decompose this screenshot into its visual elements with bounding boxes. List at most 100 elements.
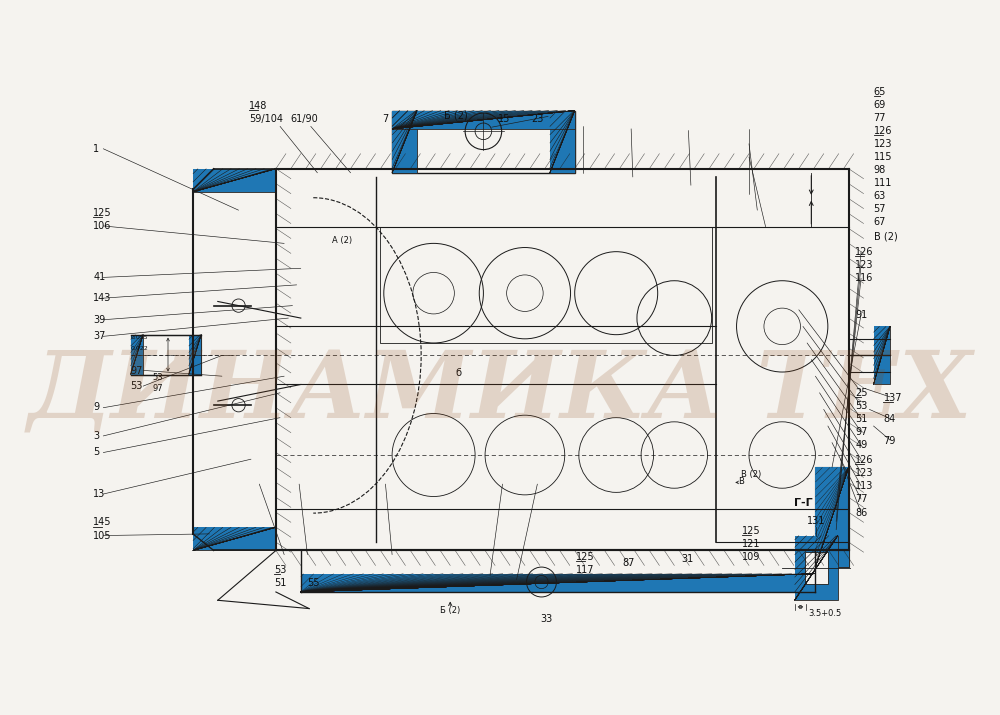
- Text: 41: 41: [93, 272, 106, 282]
- Text: 126: 126: [855, 455, 874, 465]
- Text: 77: 77: [874, 113, 886, 123]
- Bar: [131, 335, 143, 375]
- Text: 126: 126: [874, 126, 892, 136]
- Text: 7: 7: [382, 114, 388, 124]
- Text: 1: 1: [93, 144, 99, 154]
- Bar: [392, 111, 575, 173]
- Bar: [874, 326, 890, 385]
- Text: 65: 65: [874, 87, 886, 97]
- Text: 106: 106: [93, 221, 112, 231]
- Text: 131: 131: [807, 516, 825, 526]
- Text: 61/90: 61/90: [291, 114, 319, 124]
- Text: Г-Г: Г-Г: [794, 498, 813, 508]
- Bar: [131, 335, 143, 375]
- Text: 109: 109: [742, 552, 761, 562]
- Bar: [874, 326, 890, 385]
- Text: 51: 51: [855, 414, 868, 424]
- Text: Б (2): Б (2): [440, 606, 460, 615]
- Bar: [815, 468, 849, 567]
- Text: 145: 145: [93, 518, 112, 528]
- Text: 84: 84: [883, 414, 896, 424]
- Text: 125: 125: [93, 207, 112, 217]
- Text: 137: 137: [883, 393, 902, 403]
- Text: 63: 63: [874, 191, 886, 201]
- Text: 13: 13: [93, 489, 106, 499]
- Text: 3: 3: [93, 431, 99, 441]
- Text: 97: 97: [153, 384, 163, 393]
- Text: 117: 117: [576, 565, 595, 575]
- Text: 98: 98: [874, 165, 886, 175]
- Bar: [189, 335, 201, 375]
- Bar: [815, 468, 849, 567]
- Text: 91: 91: [855, 310, 867, 320]
- Text: 143: 143: [93, 293, 112, 303]
- Text: 33: 33: [540, 613, 552, 623]
- Text: 49: 49: [855, 440, 867, 450]
- Bar: [392, 111, 417, 173]
- Text: 115: 115: [874, 152, 892, 162]
- Text: 15: 15: [498, 114, 511, 124]
- Bar: [193, 169, 276, 192]
- Bar: [193, 527, 276, 551]
- Text: 148: 148: [249, 101, 268, 111]
- Text: 87: 87: [623, 558, 635, 568]
- Text: 9: 9: [93, 402, 99, 412]
- Text: б: б: [455, 368, 462, 378]
- Text: В (2): В (2): [741, 470, 761, 480]
- Text: 113: 113: [855, 480, 874, 490]
- Text: В (2): В (2): [874, 232, 897, 242]
- Text: 5: 5: [93, 448, 100, 458]
- Text: В: В: [738, 477, 744, 486]
- Text: 0,022: 0,022: [131, 345, 148, 350]
- Text: 37: 37: [93, 331, 106, 341]
- Bar: [301, 573, 815, 592]
- Text: 0,055: 0,055: [131, 335, 148, 340]
- Text: 55: 55: [307, 578, 320, 588]
- Bar: [193, 527, 276, 551]
- Text: 125: 125: [742, 526, 761, 536]
- Text: 105: 105: [93, 531, 112, 541]
- Bar: [392, 111, 575, 129]
- Text: 123: 123: [855, 468, 874, 478]
- Text: Б (2): Б (2): [444, 110, 467, 120]
- Text: 31: 31: [681, 554, 693, 564]
- Text: 125: 125: [576, 552, 595, 562]
- Bar: [392, 111, 575, 129]
- Text: 86: 86: [855, 508, 867, 518]
- Text: 59/104: 59/104: [249, 114, 283, 124]
- Bar: [380, 227, 712, 343]
- Text: 126: 126: [855, 247, 874, 257]
- Text: 123: 123: [855, 260, 874, 270]
- Text: 53: 53: [131, 381, 143, 391]
- Text: ДИНАМИКА ТЕХ: ДИНАМИКА ТЕХ: [28, 347, 972, 438]
- Text: 111: 111: [874, 178, 892, 188]
- Text: 97: 97: [131, 365, 143, 375]
- Text: 39: 39: [93, 315, 106, 325]
- Bar: [301, 573, 815, 592]
- Bar: [550, 111, 575, 173]
- Text: 116: 116: [855, 273, 874, 283]
- Bar: [131, 335, 201, 375]
- Text: 67: 67: [874, 217, 886, 227]
- Bar: [795, 536, 838, 601]
- Text: 57: 57: [874, 204, 886, 214]
- Text: А (2): А (2): [332, 237, 352, 245]
- Text: 79: 79: [883, 435, 896, 445]
- Text: 121: 121: [742, 539, 761, 549]
- Text: 69: 69: [874, 99, 886, 109]
- Text: 3.5+0.5: 3.5+0.5: [808, 608, 841, 618]
- Bar: [805, 552, 828, 583]
- Bar: [795, 536, 838, 601]
- Text: 25: 25: [855, 388, 868, 398]
- Text: 123: 123: [874, 139, 892, 149]
- Bar: [189, 335, 201, 375]
- Bar: [392, 111, 417, 173]
- Text: 53: 53: [274, 565, 287, 575]
- Text: 97: 97: [855, 428, 868, 438]
- Text: 51: 51: [274, 578, 287, 588]
- Bar: [550, 111, 575, 173]
- Text: 53: 53: [153, 373, 163, 383]
- Bar: [815, 468, 849, 567]
- Text: 23: 23: [532, 114, 544, 124]
- Text: 77: 77: [855, 494, 868, 504]
